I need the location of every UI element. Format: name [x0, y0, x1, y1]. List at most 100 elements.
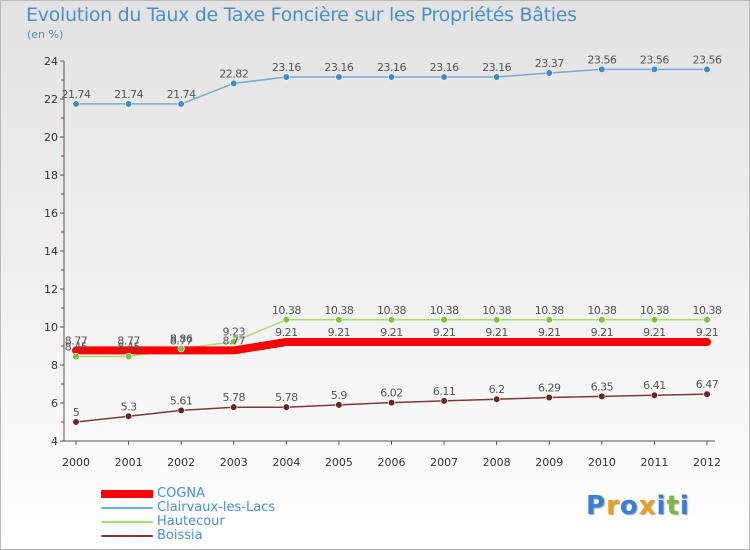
legend-swatch [101, 535, 153, 537]
data-label: 6.29 [538, 381, 561, 394]
data-point [545, 69, 553, 77]
legend-item: COGNA [101, 487, 275, 501]
x-tick-label: 2000 [62, 456, 90, 469]
y-tick-label: 16 [44, 207, 58, 220]
data-label: 10.38 [535, 304, 564, 317]
data-label: 23.37 [535, 57, 564, 70]
legend-item: Clairvaux-les-Lacs [101, 501, 275, 515]
x-tick-label: 2002 [167, 456, 195, 469]
data-label: 23.56 [693, 53, 722, 66]
brand-letter: i [679, 491, 690, 521]
data-point [387, 399, 396, 407]
data-label: 10.38 [272, 304, 301, 317]
data-point [545, 393, 553, 402]
x-tick-label: 2008 [483, 456, 511, 469]
legend-swatch [101, 507, 153, 509]
data-point [440, 397, 448, 405]
data-label: 23.16 [324, 61, 353, 74]
data-point [282, 403, 290, 411]
data-point [72, 352, 80, 361]
brand-letter: o [619, 491, 639, 521]
data-label: 10.38 [430, 304, 459, 317]
data-label: 21.74 [114, 88, 143, 101]
brand-letter: P [586, 491, 607, 521]
data-label: 8.77 [65, 334, 88, 347]
legend-label: Boissia [157, 528, 203, 543]
data-point [598, 65, 606, 73]
data-point [282, 73, 290, 81]
data-label: 8.45 [117, 340, 140, 353]
data-label: 9.21 [433, 326, 456, 339]
data-point [72, 418, 80, 426]
y-tick-label: 10 [44, 321, 58, 334]
data-label: 9.23 [223, 326, 246, 339]
brand-letter: i [656, 491, 667, 521]
data-point [124, 352, 133, 361]
data-point [440, 73, 448, 81]
x-tick-label: 2003 [220, 456, 248, 469]
data-label: 6.41 [643, 379, 666, 392]
data-point [440, 316, 448, 324]
data-point [598, 316, 606, 324]
data-label: 10.38 [587, 304, 616, 317]
unit-label: (en %) [27, 28, 64, 41]
data-label: 9.21 [275, 326, 298, 339]
x-tick-label: 2005 [325, 456, 353, 469]
data-point [387, 316, 396, 324]
y-tick-label: 12 [44, 283, 58, 296]
data-label: 8.77 [170, 334, 193, 347]
x-tick-label: 2010 [588, 456, 616, 469]
x-tick-label: 2009 [535, 456, 563, 469]
data-point [650, 65, 659, 73]
data-point [282, 316, 290, 324]
legend: COGNA Clairvaux-les-Lacs Hautecour Boissia [101, 487, 275, 543]
data-label: 23.16 [272, 61, 301, 74]
y-tick-label: 6 [51, 397, 58, 410]
data-label: 8.86 [170, 333, 193, 346]
data-point [335, 73, 343, 81]
data-point [545, 316, 553, 324]
data-label: 5.3 [121, 400, 137, 413]
y-tick-label: 22 [44, 93, 58, 106]
data-point [493, 316, 501, 324]
data-point [387, 73, 396, 81]
brand-logo: Proxiti [586, 491, 690, 521]
data-label: 9.21 [328, 326, 351, 339]
data-point [230, 403, 238, 411]
data-point [335, 401, 343, 409]
data-label: 5.78 [223, 391, 246, 404]
data-label: 5 [73, 406, 80, 419]
legend-item: Boissia [101, 529, 275, 543]
legend-swatch [101, 521, 153, 523]
data-point [493, 73, 501, 81]
legend-item: Hautecour [101, 515, 275, 529]
data-point [177, 406, 185, 415]
data-label: 9.21 [538, 326, 561, 339]
y-tick-label: 4 [51, 435, 58, 448]
data-label: 6.11 [433, 385, 456, 398]
data-label: 6.2 [489, 383, 505, 396]
legend-label: COGNA [157, 486, 206, 501]
data-label: 10.38 [482, 304, 511, 317]
y-tick-label: 24 [44, 55, 58, 68]
data-label: 8.77 [223, 334, 246, 347]
y-tick-label: 20 [44, 131, 58, 144]
legend-swatch [101, 490, 153, 498]
data-point [703, 65, 711, 73]
data-label: 9.21 [591, 326, 614, 339]
data-label: 5.78 [275, 391, 298, 404]
y-tick-label: 14 [44, 245, 58, 258]
x-tick-label: 2006 [378, 456, 406, 469]
x-tick-label: 2011 [640, 456, 668, 469]
legend-label: Clairvaux-les-Lacs [157, 500, 276, 515]
data-label: 5.9 [331, 389, 347, 402]
x-tick-label: 2012 [693, 456, 721, 469]
brand-letter: x [638, 491, 657, 521]
data-point [124, 100, 133, 108]
y-tick-label: 18 [44, 169, 58, 182]
x-tick-label: 2004 [272, 456, 300, 469]
data-point [177, 100, 185, 108]
data-label: 10.38 [324, 304, 353, 317]
